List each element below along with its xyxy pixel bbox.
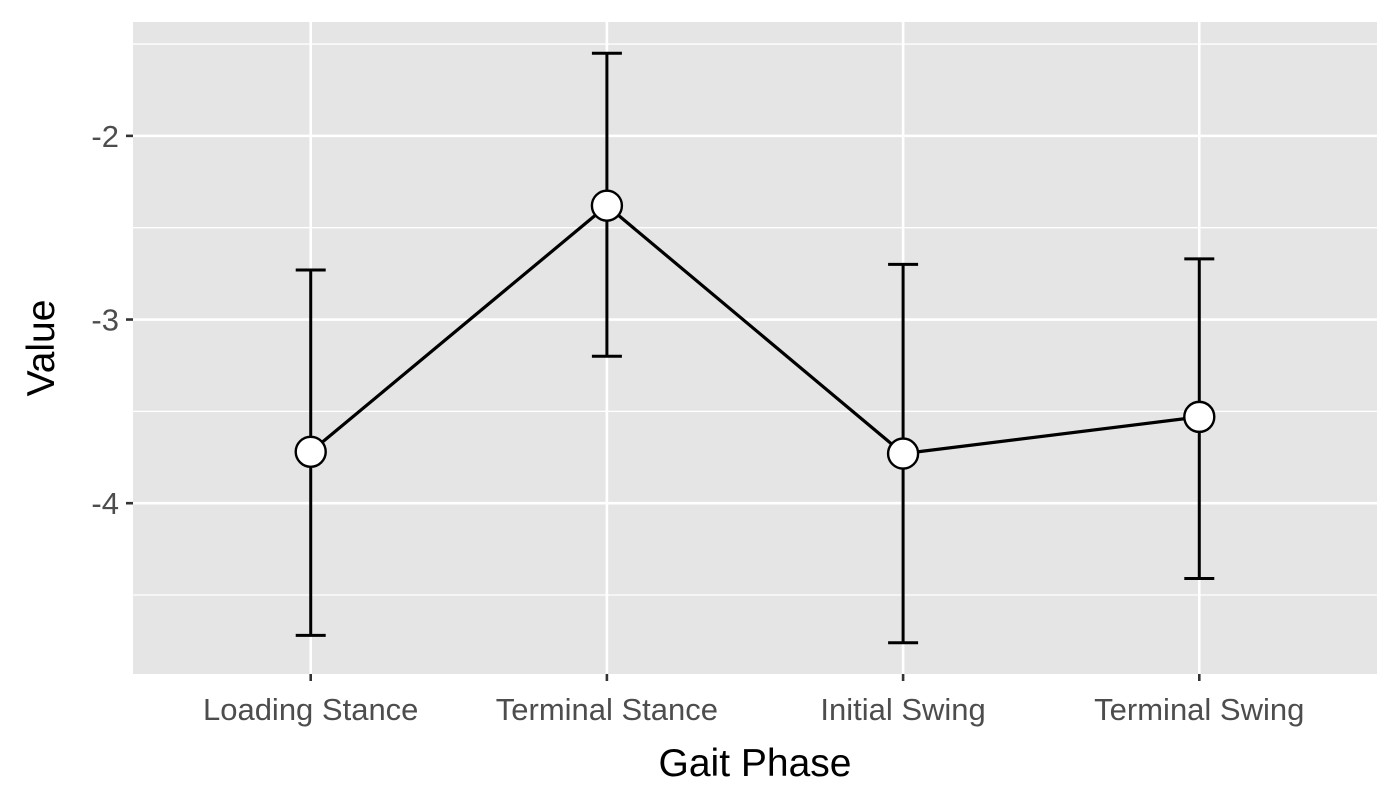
x-tick-label: Initial Swing	[820, 692, 985, 727]
data-point	[886, 437, 920, 470]
data-points	[294, 189, 1216, 470]
x-axis-title: Gait Phase	[659, 742, 852, 785]
y-tick-label: -3	[91, 303, 119, 338]
series-line-group	[309, 204, 1200, 456]
data-point	[590, 189, 624, 222]
data-point	[294, 435, 327, 468]
minor-gridlines	[133, 43, 1377, 596]
series-line	[309, 204, 1200, 456]
x-tick-label: Terminal Swing	[1094, 692, 1304, 727]
y-axis: -4 -3 -2	[91, 119, 133, 521]
x-tick-label: Terminal Stance	[496, 692, 718, 727]
x-tick-label: Loading Stance	[203, 692, 418, 727]
plot-panel	[133, 22, 1377, 674]
y-tick-label: -4	[91, 486, 119, 521]
y-tick-label: -2	[91, 119, 119, 154]
data-point	[1183, 400, 1216, 434]
x-axis: Loading Stance Terminal Stance Initial Swi…	[203, 674, 1304, 727]
y-axis-title: Value	[20, 300, 63, 397]
